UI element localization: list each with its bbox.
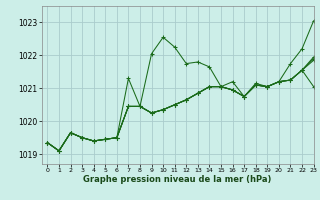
X-axis label: Graphe pression niveau de la mer (hPa): Graphe pression niveau de la mer (hPa)	[84, 175, 272, 184]
